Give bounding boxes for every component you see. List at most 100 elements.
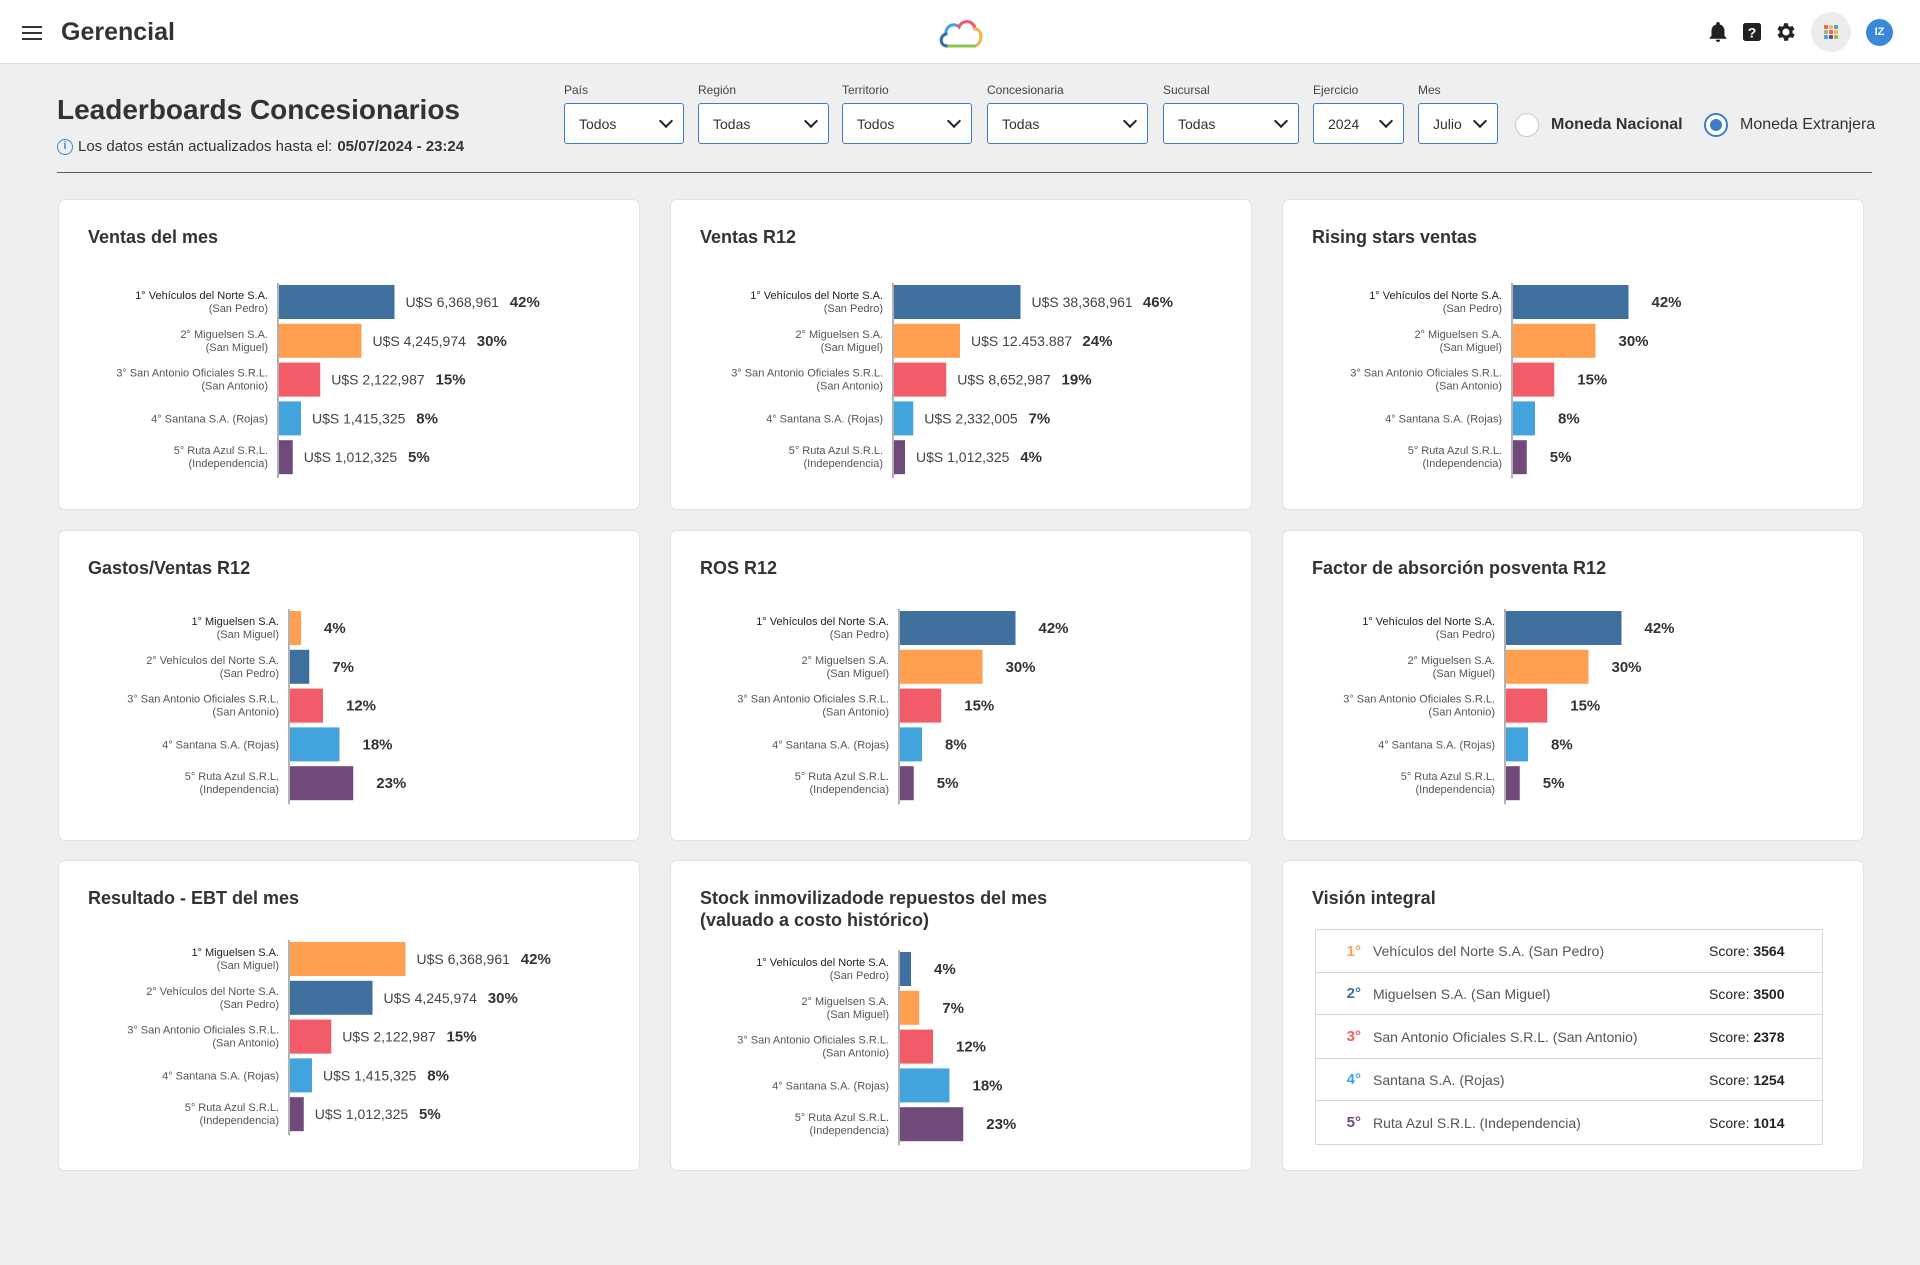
category-label: (San Miguel): [206, 342, 268, 354]
percent-label: 4%: [934, 961, 956, 978]
percent-label: 5%: [1550, 449, 1572, 466]
category-label: 1° Vehículos del Norte S.A.: [1362, 616, 1495, 628]
territorio-select[interactable]: Todos: [842, 103, 972, 144]
filter-label: Región: [698, 83, 737, 97]
category-label: (San Miguel): [217, 629, 279, 641]
amount-label: U$S 1,012,325: [315, 1106, 409, 1122]
amount-label: U$S 12.453.887: [971, 333, 1072, 349]
category-label: 4° Santana S.A. (Rojas): [1378, 739, 1495, 751]
pais-select[interactable]: Todos: [564, 103, 684, 144]
percent-label: 8%: [416, 410, 438, 427]
category-label: (Independencia): [1422, 458, 1502, 470]
sucursal-select[interactable]: Todas: [1163, 103, 1299, 144]
category-label: 2° Miguelsen S.A.: [180, 329, 268, 341]
gear-icon[interactable]: [1774, 20, 1798, 44]
category-label: 2° Miguelsen S.A.: [801, 996, 889, 1008]
apps-grid-icon[interactable]: [1811, 12, 1851, 52]
radio-checked-icon: [1704, 113, 1728, 137]
title-line: Stock inmovilizadode repuestos del mes: [700, 888, 1048, 908]
category-label: (San Pedro): [220, 668, 279, 680]
dealer-name: Miguelsen S.A. (San Miguel): [1373, 985, 1551, 1002]
dealer-name: Vehículos del Norte S.A. (San Pedro): [1373, 943, 1605, 959]
percent-label: 4%: [1020, 449, 1042, 466]
category-label: (San Antonio): [822, 1048, 889, 1060]
percent-label: 18%: [973, 1077, 1003, 1094]
amount-label: U$S 1,415,325: [312, 410, 406, 426]
bar: [900, 688, 942, 723]
card-title: Gastos/Ventas R12: [88, 558, 251, 578]
user-avatar[interactable]: IZ: [1866, 19, 1893, 46]
percent-label: 4%: [324, 620, 346, 637]
score-value: Score: 3500: [1709, 985, 1785, 1002]
percent-label: 30%: [488, 990, 518, 1007]
percent-label: 12%: [346, 698, 376, 715]
card-title: Ventas R12: [700, 227, 797, 247]
category-label: (San Antonio): [212, 1038, 279, 1050]
rank-label: 3°: [1346, 1028, 1361, 1045]
rank-label: 4°: [1346, 1071, 1361, 1088]
filter-sucursal: Sucursal Todas: [1163, 83, 1299, 144]
select-value: Todas: [713, 115, 751, 132]
dealer-name: Ruta Azul S.R.L. (Independencia): [1373, 1114, 1581, 1131]
radio-unchecked-icon: [1515, 113, 1539, 137]
moneda-nacional-radio[interactable]: Moneda Nacional: [1515, 113, 1683, 137]
bar: [290, 1058, 312, 1093]
percent-label: 42%: [510, 294, 540, 311]
bar: [290, 727, 340, 762]
mes-select[interactable]: Julio: [1418, 103, 1498, 144]
region-select[interactable]: Todas: [698, 103, 829, 144]
category-label: 4° Santana S.A. (Rojas): [766, 413, 883, 425]
percent-label: 42%: [1645, 620, 1675, 637]
chart-rising-stars: 1° Vehículos del Norte S.A.(San Pedro) 42…: [1350, 283, 1682, 479]
updated-prefix: Los datos están actualizados hasta el:: [78, 138, 333, 155]
percent-label: 24%: [1082, 333, 1112, 350]
filter-label: Mes: [1418, 83, 1441, 97]
score-row: 1° Vehículos del Norte S.A. (San Pedro) …: [1316, 930, 1822, 972]
amount-label: U$S 6,368,961: [406, 294, 500, 310]
bar: [279, 323, 362, 358]
category-label: 5° Ruta Azul S.R.L.: [795, 771, 889, 783]
category-label: (Independencia): [188, 458, 268, 470]
title-line: (valuado a costo histórico): [700, 910, 930, 930]
percent-label: 15%: [436, 372, 466, 389]
percent-label: 15%: [1570, 698, 1600, 715]
data-updated-note: i Los datos están actualizados hasta el:…: [57, 138, 464, 155]
concesionaria-select[interactable]: Todas: [987, 103, 1148, 144]
score-value: Score: 2378: [1709, 1028, 1785, 1045]
category-label: 5° Ruta Azul S.R.L.: [1408, 445, 1502, 457]
percent-label: 8%: [1551, 736, 1573, 753]
category-label: (San Antonio): [201, 381, 268, 393]
dealer-name: San Antonio Oficiales S.R.L. (San Antoni…: [1373, 1028, 1638, 1045]
percent-label: 30%: [1619, 333, 1649, 350]
category-label: 1° Miguelsen S.A.: [191, 947, 279, 959]
bell-icon[interactable]: [1706, 20, 1730, 44]
moneda-extranjera-radio[interactable]: Moneda Extranjera: [1704, 113, 1875, 137]
card-title: Factor de absorción posventa R12: [1312, 558, 1607, 578]
bar: [900, 649, 983, 684]
category-label: (San Antonio): [816, 381, 883, 393]
percent-label: 5%: [419, 1106, 441, 1123]
category-label: 2° Vehículos del Norte S.A.: [146, 986, 279, 998]
category-label: 1° Vehículos del Norte S.A.: [756, 616, 889, 628]
score-row: 3° San Antonio Oficiales S.R.L. (San Ant…: [1316, 1014, 1822, 1058]
bar: [900, 1029, 933, 1064]
category-label: 3° San Antonio Oficiales S.R.L.: [737, 1035, 889, 1047]
percent-label: 7%: [1029, 410, 1051, 427]
help-icon[interactable]: ?: [1740, 20, 1764, 44]
menu-icon[interactable]: [22, 26, 42, 40]
score-row: 4° Santana S.A. (Rojas) Score: 1254: [1316, 1058, 1822, 1100]
bar: [900, 1107, 964, 1142]
card-title: ROS R12: [700, 558, 778, 578]
bar: [900, 990, 920, 1025]
bar: [290, 649, 310, 684]
bar: [894, 362, 947, 397]
rank-label: 2°: [1346, 985, 1361, 1002]
filter-ejercicio: Ejercicio 2024: [1313, 83, 1404, 144]
category-label: 5° Ruta Azul S.R.L.: [1401, 771, 1495, 783]
category-label: 3° San Antonio Oficiales S.R.L.: [737, 694, 889, 706]
card-rising-stars: Rising stars ventas 1° Vehículos del Nor…: [1282, 199, 1864, 510]
card-title: Resultado - EBT del mes: [88, 888, 300, 908]
chevron-down-icon: [658, 113, 674, 129]
ejercicio-select[interactable]: 2024: [1313, 103, 1404, 144]
bar: [1513, 401, 1535, 436]
